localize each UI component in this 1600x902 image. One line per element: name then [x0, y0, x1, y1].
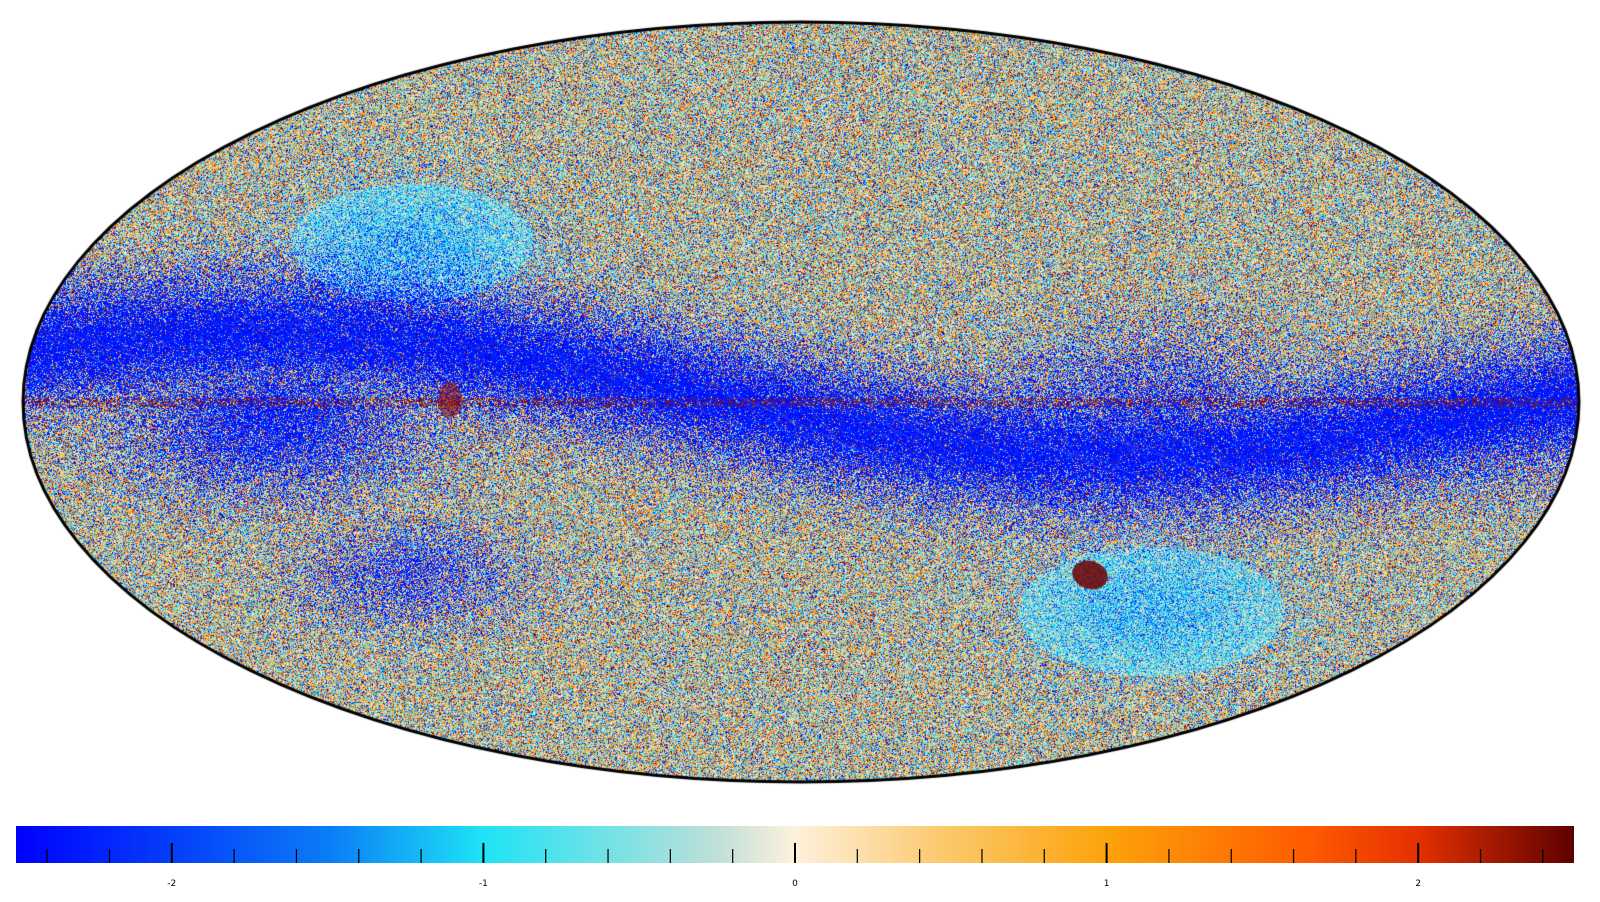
mollweide-sky-map	[0, 0, 1600, 800]
colorbar-tick-label: 0	[792, 879, 798, 889]
colorbar-tick-label: -1	[479, 879, 488, 889]
colorbar-tick-label: -2	[167, 879, 176, 889]
colorbar-tick-label: 2	[1415, 879, 1421, 889]
colorbar-tick-labels: -2 -1 0 1 2	[167, 879, 1421, 889]
colorbar-ticks	[46, 843, 1544, 863]
colorbar-tick-label: 1	[1104, 879, 1110, 889]
